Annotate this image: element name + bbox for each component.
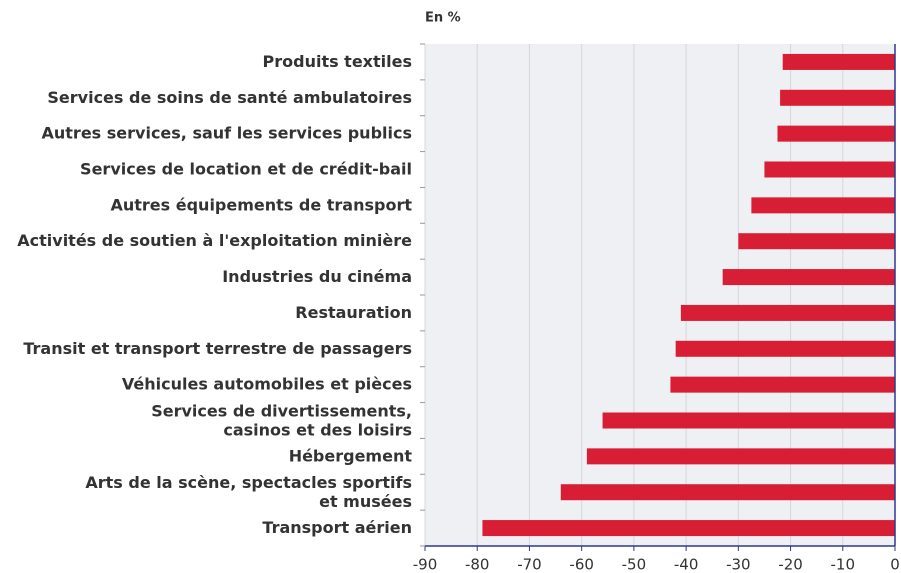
y-tick-label: Véhicules automobiles et pièces [122, 374, 412, 393]
y-tick-label: Restauration [295, 302, 412, 321]
x-tick-label: -70 [517, 556, 542, 573]
x-tick-label: -20 [778, 556, 803, 573]
x-tick-label: 0 [890, 556, 900, 573]
x-tick-label: -40 [674, 556, 699, 573]
bar [722, 269, 895, 286]
y-tick-label: Services de location et de crédit-bail [80, 159, 412, 178]
y-tick-label: Autres équipements de transport [110, 195, 412, 214]
bar [738, 233, 895, 250]
x-tick-label: -90 [413, 556, 438, 573]
y-tick-label: Autres services, sauf les services publi… [42, 123, 413, 142]
bar [586, 448, 895, 465]
y-tick-label: Activités de soutien à l'exploitation mi… [17, 231, 412, 250]
y-tick-label: Industries du cinéma [222, 267, 412, 286]
y-tick-label: Hébergement [289, 446, 413, 465]
bar [675, 340, 895, 357]
bar [602, 412, 895, 429]
bar [560, 484, 895, 501]
y-tick-label: Services de divertissements, casinos et d… [151, 401, 412, 439]
bar [482, 520, 895, 537]
x-tick-label: -30 [726, 556, 751, 573]
bar [764, 161, 895, 178]
y-tick-label: Arts de la scène, spectacles sportifs et … [85, 473, 412, 511]
chart-title: En % [425, 11, 461, 26]
bar [680, 304, 895, 321]
bar [751, 197, 895, 214]
y-tick-label: Produits textiles [263, 51, 413, 70]
y-tick-label: Transport aérien [262, 518, 412, 537]
y-tick-label: Services de soins de santé ambulatoires [47, 87, 412, 106]
x-tick-label: -80 [465, 556, 490, 573]
bar [670, 376, 895, 393]
bar [782, 53, 895, 70]
x-tick-label: -60 [569, 556, 594, 573]
bar [777, 125, 895, 142]
plot-background [425, 44, 895, 546]
y-tick-label: Transit et transport terrestre de passag… [23, 338, 412, 357]
x-tick-label: -50 [622, 556, 647, 573]
bar [780, 89, 895, 106]
x-tick-label: -10 [831, 556, 856, 573]
